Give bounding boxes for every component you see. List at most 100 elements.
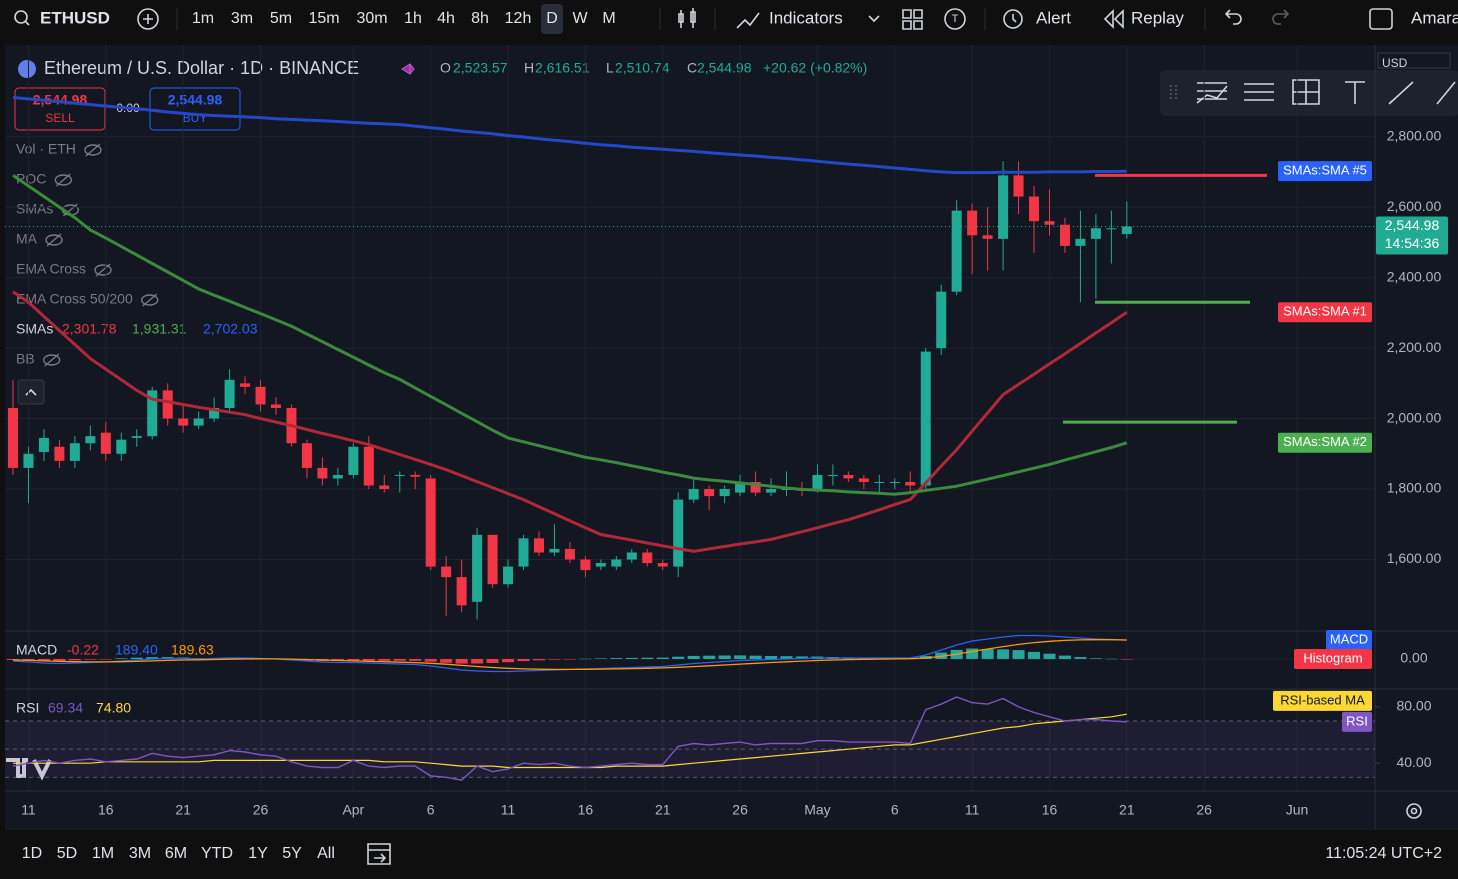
x-tick-label: May xyxy=(804,802,830,818)
range-button[interactable]: 1Y xyxy=(248,845,268,862)
interval-button[interactable]: 30m xyxy=(356,10,387,27)
indicator-label[interactable]: BB xyxy=(16,351,35,367)
x-tick-label: 21 xyxy=(175,802,191,818)
lines-tool[interactable] xyxy=(1244,83,1274,101)
replay-button[interactable]: Replay xyxy=(1131,8,1184,27)
indicator-label[interactable]: SMAs xyxy=(16,321,53,337)
hidden-eye-icon[interactable] xyxy=(42,354,61,366)
candle-body xyxy=(54,446,65,461)
candle-body xyxy=(920,351,931,486)
compare-button[interactable] xyxy=(137,8,159,30)
y-tick-label: 2,600.00 xyxy=(1387,198,1442,214)
indicator-label[interactable]: EMA Cross 50/200 xyxy=(16,291,133,307)
drawing-toolbar xyxy=(1160,70,1458,116)
ohlc-key: L xyxy=(606,60,614,76)
range-button[interactable]: YTD xyxy=(201,845,233,862)
candle-body xyxy=(549,548,560,553)
candle-body xyxy=(209,407,220,419)
sma-axis-label-bg xyxy=(1278,161,1372,182)
candle-body xyxy=(193,418,204,426)
macd-axis-label-bg xyxy=(1326,630,1372,651)
template-button[interactable] xyxy=(944,8,966,30)
hidden-eye-icon[interactable] xyxy=(84,144,102,156)
dropdown[interactable] xyxy=(868,15,880,23)
y-tick-label: 2,800.00 xyxy=(1387,127,1442,143)
indicator-value: 1,931.31 xyxy=(132,321,187,337)
tv-logo xyxy=(6,758,52,781)
interval-button[interactable]: 5m xyxy=(270,10,292,27)
candle-body xyxy=(456,577,467,606)
hidden-eye-icon[interactable] xyxy=(54,174,73,186)
candle-body xyxy=(518,538,529,567)
currency-box[interactable] xyxy=(1377,52,1451,69)
fib-tool[interactable] xyxy=(1196,82,1228,104)
indicator-label[interactable]: POC xyxy=(16,171,46,187)
drag-handle[interactable] xyxy=(1170,85,1177,100)
user-name[interactable]: Amara xyxy=(1411,8,1458,27)
currency: USD xyxy=(1382,56,1408,70)
indicators-button[interactable]: Indicators xyxy=(769,8,843,27)
user-avatar[interactable] xyxy=(1369,8,1393,30)
y-tick-label: 1,800.00 xyxy=(1387,480,1442,496)
candle-body xyxy=(1075,238,1086,246)
interval-button[interactable]: 3m xyxy=(231,10,253,27)
interval-button[interactable]: 1h xyxy=(404,10,422,27)
x-tick-label: 26 xyxy=(732,802,748,818)
indicator-label[interactable]: SMAs xyxy=(16,201,53,217)
macd-histogram-bar xyxy=(765,656,778,659)
brush-tool[interactable] xyxy=(1388,81,1414,105)
hidden-eye-icon xyxy=(142,293,158,307)
candle-body xyxy=(766,489,777,493)
candle-body xyxy=(827,474,838,476)
hidden-eye-icon[interactable] xyxy=(94,264,112,276)
range-button[interactable]: 1D xyxy=(22,845,42,862)
interval-button[interactable]: D xyxy=(546,10,558,27)
go-to-date[interactable] xyxy=(367,843,391,865)
undo-button[interactable] xyxy=(1224,9,1242,25)
range-button[interactable]: 5D xyxy=(57,845,77,862)
text-tool[interactable] xyxy=(1345,81,1365,104)
interval-button[interactable]: W xyxy=(572,10,588,27)
x-tick-label: 26 xyxy=(1196,802,1212,818)
hidden-eye-icon xyxy=(85,143,101,157)
interval-button[interactable]: 12h xyxy=(505,10,532,27)
candle-body xyxy=(704,489,715,497)
y-tick-label: 2,400.00 xyxy=(1387,268,1442,284)
macd-histogram-bar xyxy=(610,658,623,659)
range-button[interactable]: All xyxy=(317,845,335,862)
collapse-legend[interactable] xyxy=(17,379,45,405)
chart-type-button[interactable] xyxy=(678,8,696,28)
candle-body xyxy=(379,485,390,490)
symbol[interactable]: ETHUSD xyxy=(40,8,110,27)
indicator-label[interactable]: EMA Cross xyxy=(16,261,86,277)
range-button[interactable]: 1M xyxy=(92,845,114,862)
sma-axis-label: SMAs:SMA #1 xyxy=(1283,304,1367,319)
x-tick-label: 11 xyxy=(501,802,516,818)
hidden-eye-icon[interactable] xyxy=(45,234,63,246)
range-button[interactable]: 3M xyxy=(129,845,151,862)
interval-button[interactable]: 4h xyxy=(437,10,455,27)
layouts-button[interactable] xyxy=(902,9,923,30)
candle-body xyxy=(38,437,49,453)
alert-button[interactable]: Alert xyxy=(1036,8,1071,27)
interval-button[interactable]: M xyxy=(602,10,615,27)
interval-button[interactable]: 8h xyxy=(471,10,489,27)
more-tool[interactable] xyxy=(1436,81,1456,105)
candle-body xyxy=(889,481,900,483)
macd-histogram-bar xyxy=(625,657,638,659)
symbol-search[interactable]: ETHUSD xyxy=(14,8,110,27)
range-button[interactable]: 5Y xyxy=(282,845,302,862)
indicator-label[interactable]: Vol · ETH xyxy=(16,141,76,157)
hidden-eye-icon[interactable] xyxy=(141,294,159,306)
y-tick-label: 1,600.00 xyxy=(1387,550,1442,566)
interval-button[interactable]: 1m xyxy=(192,10,214,27)
settings-button[interactable] xyxy=(1406,803,1422,819)
range-button[interactable]: 6M xyxy=(165,845,187,862)
redo-button[interactable] xyxy=(1272,9,1290,25)
macd-histogram-bar xyxy=(68,659,81,661)
indicator-label[interactable]: MA xyxy=(16,231,38,247)
alerts-icon[interactable] xyxy=(401,63,415,75)
interval-button[interactable]: 15m xyxy=(308,10,339,27)
candle-body xyxy=(998,175,1009,239)
rsi-line xyxy=(12,696,1127,781)
